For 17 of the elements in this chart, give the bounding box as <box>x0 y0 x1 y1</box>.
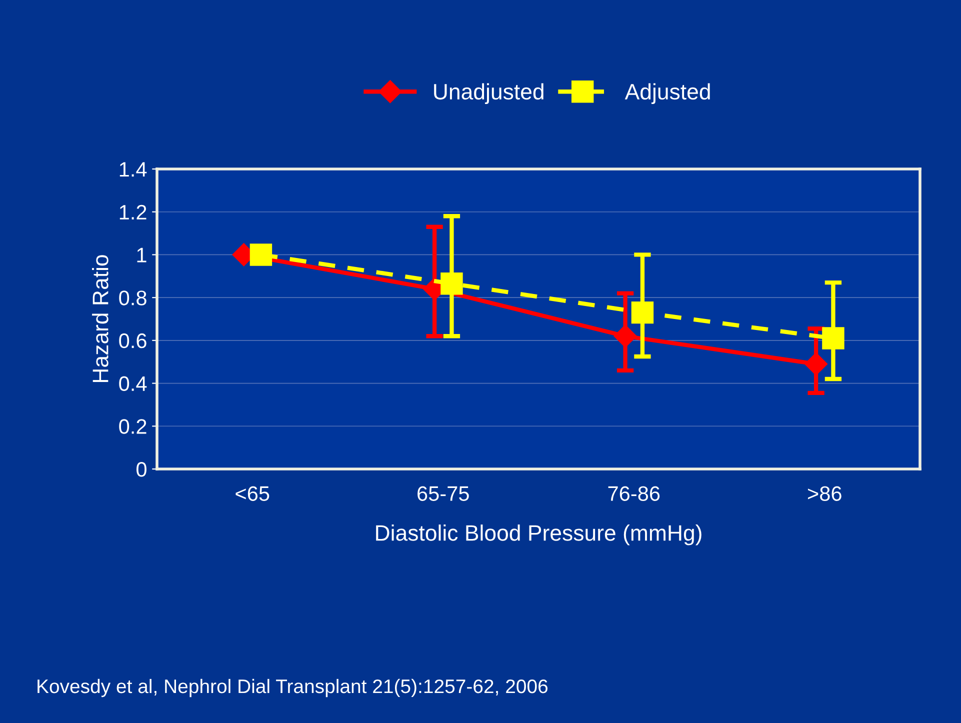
text: Kovesdy et al, Nephrol Dial Transplant 21(5):1257-62, 2006 <box>38 678 548 698</box>
y-tick-label: 0.8 <box>119 290 146 306</box>
y-axis-title: Hazard Ratio <box>92 255 108 382</box>
y-tick-label: 1 <box>137 248 146 262</box>
x-tick-label: 65-75 <box>418 486 469 501</box>
x-tick-label: <65 <box>236 486 270 501</box>
y-tick-label: 0.2 <box>119 419 146 434</box>
x-axis-title: Diastolic Blood Pressure (mmHg) <box>376 524 702 546</box>
x-tick-label: 76-86 <box>608 486 660 501</box>
y-tick-label: 0 <box>136 462 146 477</box>
legend-label: Unadjusted <box>434 83 544 104</box>
legend-label: Adjusted <box>624 83 710 104</box>
x-tick-label: >86 <box>808 486 842 501</box>
y-tick-label: 1.4 <box>120 162 147 177</box>
y-tick-label: 0.6 <box>119 333 146 348</box>
y-tick-label: 0.4 <box>119 376 147 392</box>
y-tick-label: 1.2 <box>120 204 146 220</box>
